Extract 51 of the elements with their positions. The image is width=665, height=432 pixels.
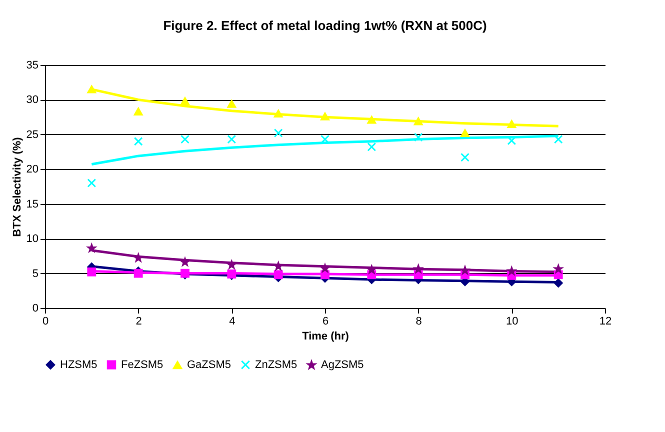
point <box>180 97 190 106</box>
x-tick-label: 10 <box>506 316 518 328</box>
point <box>227 260 236 269</box>
point <box>227 100 236 108</box>
y-tick-label: 10 <box>26 233 38 246</box>
y-tick-label: 0 <box>32 302 38 314</box>
point <box>460 129 470 137</box>
y-tick-label: 15 <box>26 198 38 210</box>
legend-label: FeZSM5 <box>121 358 164 371</box>
point <box>320 112 330 120</box>
x-tick-label: 4 <box>229 316 236 328</box>
y-tick-label: 35 <box>26 60 38 72</box>
y-tick-label: 5 <box>32 268 38 280</box>
point <box>87 85 96 94</box>
x-tick-label: 0 <box>42 316 49 328</box>
point <box>180 134 190 144</box>
point <box>134 136 143 146</box>
point <box>87 267 96 276</box>
point <box>274 110 283 118</box>
point <box>274 270 283 280</box>
point <box>320 270 330 280</box>
point <box>274 262 283 270</box>
point <box>414 132 423 142</box>
point <box>554 278 563 288</box>
y-tick-label: 30 <box>26 94 38 106</box>
point <box>134 108 143 116</box>
point <box>414 117 423 126</box>
legend-label: HZSM5 <box>60 358 98 371</box>
legend-label: GaZSM5 <box>187 359 232 372</box>
point <box>227 134 236 144</box>
x-tick-label: 6 <box>322 316 329 328</box>
x-axis-title: Time (hr) <box>302 330 350 342</box>
point <box>87 178 96 188</box>
y-axis-title: BTX Selectivity (%) <box>11 136 24 237</box>
point <box>554 134 563 144</box>
y-tick-label: 25 <box>26 128 38 141</box>
point <box>507 120 516 128</box>
point <box>460 152 470 162</box>
point <box>367 116 376 124</box>
chart-title: Figure 2. Effect of metal loading 1wt% (RXN at 500C) <box>163 18 487 33</box>
x-tick-label: 12 <box>599 316 612 328</box>
point <box>274 128 283 138</box>
x-tick-label: 2 <box>136 316 142 328</box>
y-tick-label: 20 <box>26 164 38 176</box>
point <box>367 142 376 152</box>
legend-label: AgZSM5 <box>321 359 364 372</box>
point <box>367 265 376 274</box>
x-tick-label: 8 <box>416 316 422 328</box>
point <box>134 268 143 278</box>
legend-label: ZnZSM5 <box>255 358 298 371</box>
point <box>320 264 330 272</box>
